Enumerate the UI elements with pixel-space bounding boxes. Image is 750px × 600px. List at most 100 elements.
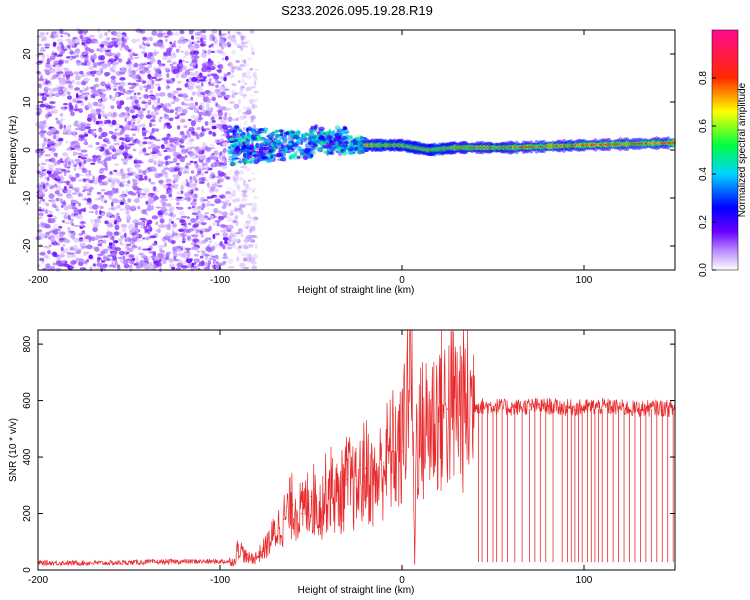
spectrogram-cell [247,57,253,61]
spectrogram-cell [69,230,74,233]
spectrogram-cell [163,140,169,145]
spectrogram-cell [235,43,242,47]
spectrogram-cell [87,158,93,162]
spectrogram-cell [68,102,73,107]
spectrogram-cell [172,147,177,152]
snr-point [565,407,567,409]
spectrogram-cell [151,104,155,110]
spectrogram-cell [193,71,199,77]
spectrogram-cell [50,211,54,215]
spectrogram-cell [127,237,132,243]
spectrogram-cell [142,141,148,145]
spectrogram-cell [227,195,233,200]
spectrogram-cell [179,157,185,163]
spectrogram-cell [111,134,117,140]
spectrogram-cell [235,222,239,226]
spectrogram-cell [131,124,136,129]
spectrogram-cell [46,176,50,182]
spectrogram-cell [160,144,165,150]
snr-point [301,512,303,515]
spectrogram-cell [271,131,275,136]
spectrogram-cell [146,248,152,251]
spectrogram-cell [86,259,90,263]
snr-point [419,433,421,436]
spectrogram-cell [151,59,156,63]
spectrogram-cell [152,251,157,257]
spectrogram-cell [243,63,250,67]
spectrogram-cell [145,213,149,216]
spectrogram-cell [38,224,42,228]
spectrogram-cell [132,148,137,152]
spectrogram-cell [136,188,144,191]
spectrogram-cell [128,136,133,142]
spectrogram-cell [119,77,126,81]
spectrogram-cell [48,111,51,116]
spectrogram-cell [62,162,68,167]
spectrogram-cell [193,161,198,163]
spectrogram-cell [176,125,181,130]
spectrogram-cell [185,61,189,64]
spectrogram-cell [201,128,207,132]
spectrogram-cell [341,150,348,156]
spectrogram-cell [38,212,44,217]
spectrogram-cell [222,129,228,132]
spectrogram-cell [251,261,257,265]
spectrogram-cell [135,191,141,194]
spectrogram-cell [235,117,239,121]
spectrogram-cell [51,147,56,152]
spectrogram-cell [148,251,154,254]
spectrogram-cell [166,47,172,53]
spectrogram-cell [180,247,184,251]
spectrogram-cell [199,155,204,160]
spectrogram-cell [101,212,105,216]
spectrogram-cell [183,39,187,44]
spectrogram-cell [85,126,91,130]
spectrogram-cell [207,73,215,77]
spectrogram-cell [163,66,169,71]
spectrogram-cell [129,263,133,270]
spectrogram-cell [45,203,50,207]
spectrogram-cell [178,39,182,42]
spectrogram-cell [39,86,42,90]
spectrogram-cell [216,81,222,84]
spectrogram-cell [202,250,207,255]
spectrogram-cell [251,265,258,269]
spectrogram-cell [170,259,174,265]
spectrogram-cell [60,44,65,50]
spectrogram-cell [208,92,213,95]
spectrogram-cell [150,112,154,117]
spectrogram-cell [276,144,279,147]
spectrogram-cell [163,235,171,241]
spectrogram-cell [98,215,102,219]
spectrogram-cell [246,70,251,75]
spectrogram-cell [107,247,112,251]
spectrogram-cell [110,95,116,102]
spectrogram-cell [204,127,211,131]
spectrogram-cell [309,132,314,137]
spectrogram-cell [167,239,175,243]
spectrogram-cell [130,205,137,209]
spectrogram-cell [184,50,190,56]
spectrogram-cell [143,257,149,263]
spectrogram-cell [152,100,158,104]
spectrogram-cell [326,142,329,148]
spectrogram-cell [231,83,237,87]
spectrogram-cell [85,92,90,95]
spectrogram-cell [344,131,350,134]
spectrogram-cell [70,220,74,225]
spectrogram-cell [155,206,162,209]
spectrogram-cell [198,181,205,184]
spectrogram-cell [81,51,88,56]
spectrogram-cell [141,123,146,127]
spectrogram-cell [132,52,136,55]
spectrogram-cell [148,135,155,140]
spectrogram-cell [78,110,83,113]
colorbar-tick-label: 0.4 [698,167,709,181]
spectrogram-cell [70,234,76,240]
spectrogram-cell [50,237,56,243]
spectrogram-cell [200,222,207,226]
spectrogram-cell [90,56,94,62]
spectrogram-cell [187,82,194,87]
spectrogram-cell [230,161,237,166]
spectrogram-cell [101,260,106,263]
